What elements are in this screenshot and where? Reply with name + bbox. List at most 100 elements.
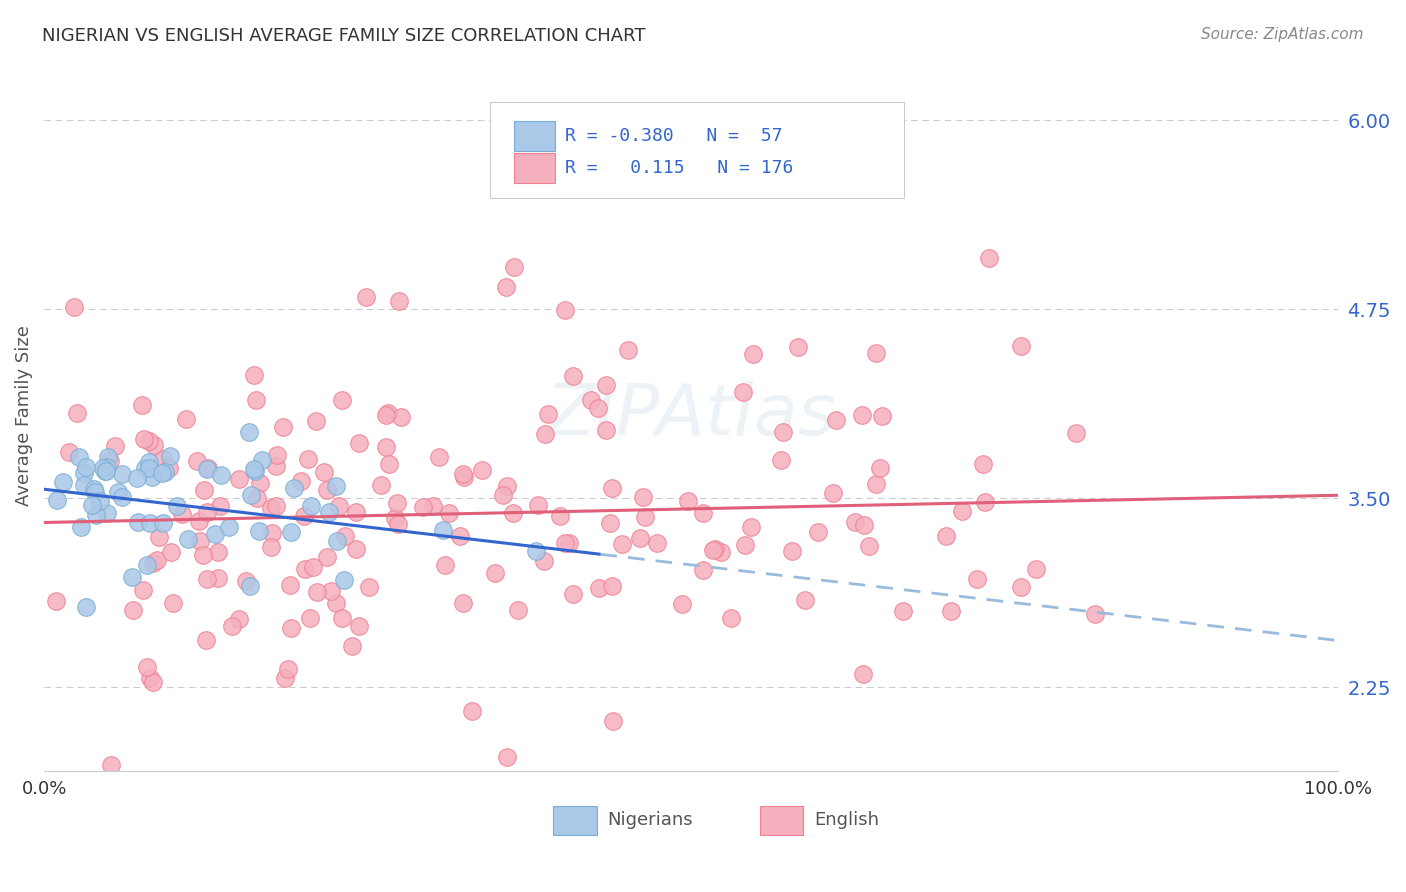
Point [357, 580, 380, 594]
Point [495, 279, 517, 293]
Point [157, 460, 180, 475]
Point [235, 574, 257, 588]
Point [561, 587, 583, 601]
Point [97, 450, 120, 465]
Point [302, 559, 325, 574]
Point [131, 398, 153, 412]
Point [387, 517, 409, 532]
Point [506, 603, 529, 617]
Point [307, 585, 329, 599]
Point [195, 505, 218, 519]
Point [142, 556, 165, 570]
Point [299, 611, 322, 625]
Point [148, 530, 170, 544]
Point [972, 457, 994, 471]
Point [188, 533, 211, 548]
Point [600, 579, 623, 593]
FancyBboxPatch shape [513, 153, 555, 184]
Point [534, 426, 557, 441]
Point [45, 594, 67, 608]
Point [537, 407, 560, 421]
Point [388, 294, 411, 309]
Point [600, 481, 623, 495]
Point [195, 462, 218, 476]
Point [162, 596, 184, 610]
Point [82, 498, 104, 512]
Point [787, 340, 810, 354]
Point [172, 507, 194, 521]
Point [194, 633, 217, 648]
Point [328, 499, 350, 513]
Point [377, 406, 399, 420]
Point [384, 510, 406, 524]
Text: NIGERIAN VS ENGLISH AVERAGE FAMILY SIZE CORRELATION CHART: NIGERIAN VS ENGLISH AVERAGE FAMILY SIZE … [42, 27, 645, 45]
Point [602, 714, 624, 728]
Point [851, 408, 873, 422]
Point [484, 566, 506, 581]
Point [633, 510, 655, 524]
Point [271, 420, 294, 434]
Point [274, 671, 297, 685]
Point [141, 469, 163, 483]
Point [354, 290, 377, 304]
FancyBboxPatch shape [553, 806, 596, 835]
Point [599, 516, 621, 530]
Point [825, 413, 848, 427]
Point [453, 467, 475, 481]
Point [186, 454, 208, 468]
Point [75, 599, 97, 614]
Point [228, 612, 250, 626]
Point [240, 488, 263, 502]
Point [174, 411, 197, 425]
Point [238, 425, 260, 439]
Point [740, 520, 762, 534]
Point [283, 481, 305, 495]
Point [741, 347, 763, 361]
Point [111, 467, 134, 481]
Point [645, 536, 668, 550]
Point [869, 461, 891, 475]
Point [146, 553, 169, 567]
Point [733, 384, 755, 399]
Point [561, 368, 583, 383]
Point [127, 471, 149, 485]
Point [325, 479, 347, 493]
Point [333, 573, 356, 587]
Point [389, 410, 412, 425]
Point [195, 572, 218, 586]
Point [93, 464, 115, 478]
Point [83, 485, 105, 500]
Point [312, 465, 335, 479]
Point [73, 467, 96, 481]
Point [73, 478, 96, 492]
Point [250, 453, 273, 467]
Point [187, 514, 209, 528]
Point [318, 505, 340, 519]
Point [191, 548, 214, 562]
Point [294, 562, 316, 576]
Point [138, 516, 160, 530]
Point [260, 526, 283, 541]
Point [427, 450, 450, 464]
Point [344, 541, 367, 556]
Point [100, 758, 122, 772]
Point [450, 529, 472, 543]
Point [1010, 339, 1032, 353]
Point [297, 452, 319, 467]
Point [595, 377, 617, 392]
Point [347, 436, 370, 450]
Point [75, 459, 97, 474]
Point [872, 409, 894, 423]
Point [461, 704, 484, 718]
Point [1084, 607, 1107, 621]
Point [152, 516, 174, 531]
Point [91, 461, 114, 475]
Point [84, 508, 107, 522]
Point [548, 509, 571, 524]
Point [891, 604, 914, 618]
Point [453, 596, 475, 610]
Text: ZIPAtlas: ZIPAtlas [546, 381, 837, 450]
Point [207, 571, 229, 585]
Point [96, 464, 118, 478]
Point [734, 538, 756, 552]
